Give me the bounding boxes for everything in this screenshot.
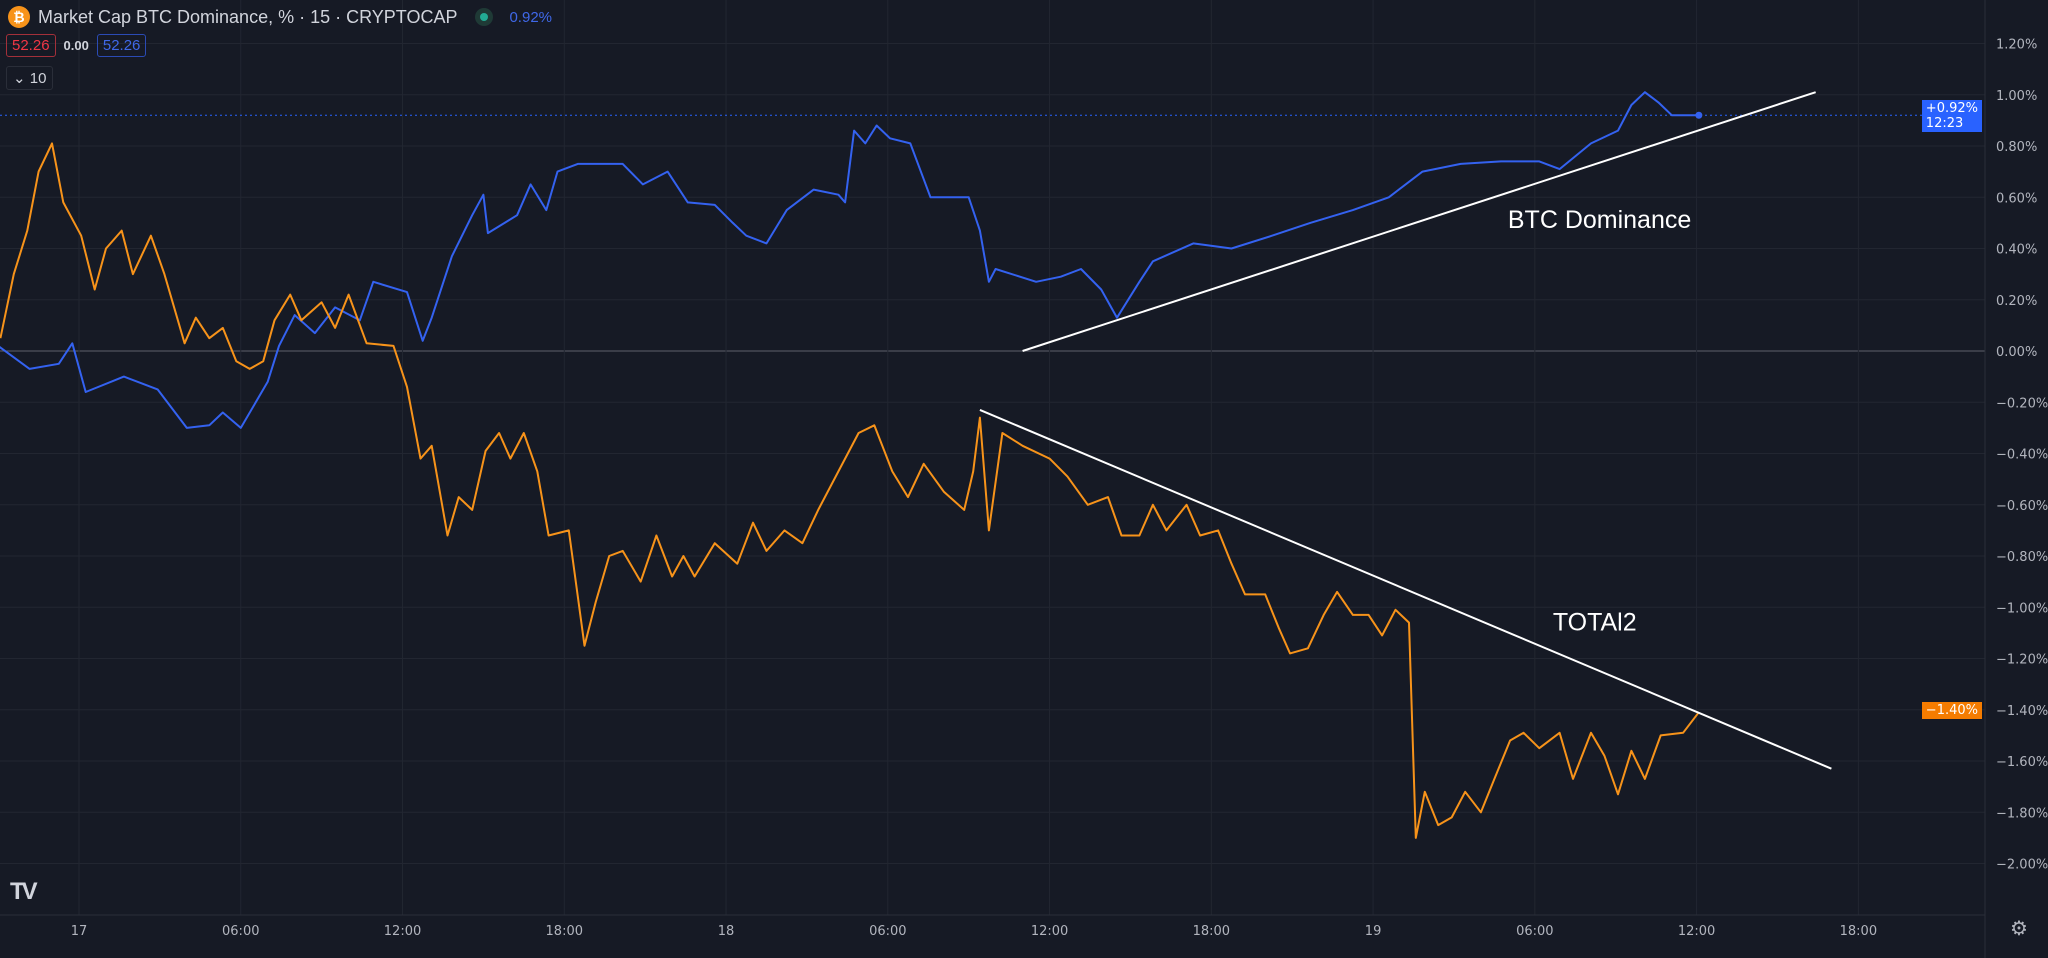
btc-series-line bbox=[0, 91, 1699, 429]
y-tick-label: −2.00% bbox=[1996, 858, 2048, 873]
x-tick-label: 12:00 bbox=[1031, 924, 1068, 939]
y-tick-label: −1.40% bbox=[1996, 704, 2048, 719]
y-tick-label: 0.20% bbox=[1996, 294, 2037, 309]
x-tick-label: 12:00 bbox=[384, 924, 421, 939]
annotation-label: BTC Dominance bbox=[1508, 206, 1691, 234]
trendline-0 bbox=[1022, 91, 1816, 352]
y-tick-label: −0.20% bbox=[1996, 396, 2048, 411]
y-tick-label: 1.00% bbox=[1996, 89, 2037, 104]
trendline-1 bbox=[979, 409, 1832, 770]
market-status-icon bbox=[475, 8, 494, 26]
tradingview-logo[interactable]: TV bbox=[10, 878, 38, 905]
y-tick-label: −1.20% bbox=[1996, 653, 2048, 668]
x-tick-label: 19 bbox=[1365, 924, 1382, 939]
gear-icon[interactable]: ⚙ bbox=[2010, 918, 2028, 940]
btc-last-value: +0.92% bbox=[1925, 101, 1978, 116]
change-value: 0.92% bbox=[509, 8, 553, 26]
total2-series-line bbox=[0, 142, 1700, 839]
y-tick-label: 0.00% bbox=[1996, 345, 2037, 360]
sell-value[interactable]: 52.26 bbox=[6, 34, 56, 57]
x-tick-label: 18:00 bbox=[546, 924, 583, 939]
btc-last-badge: +0.92% 12:23 bbox=[1921, 100, 1982, 132]
buy-value[interactable]: 52.26 bbox=[96, 34, 147, 57]
annotation-label: TOTAl2 bbox=[1553, 608, 1637, 636]
btc-last-point bbox=[1695, 111, 1703, 119]
symbol-title[interactable]: Market Cap BTC Dominance, % · 15 · CRYPT… bbox=[38, 6, 458, 27]
spread-value: 0.00 bbox=[63, 38, 89, 53]
btc-countdown: 12:23 bbox=[1925, 116, 1964, 131]
indicators-toggle[interactable]: ⌄ 10 bbox=[6, 66, 54, 90]
y-tick-label: −1.00% bbox=[1996, 601, 2048, 616]
y-tick-label: 0.60% bbox=[1996, 191, 2037, 206]
total2-last-value: −1.40% bbox=[1925, 703, 1978, 718]
x-tick-label: 17 bbox=[71, 924, 88, 939]
y-tick-label: −0.80% bbox=[1996, 550, 2048, 565]
x-tick-label: 18:00 bbox=[1840, 924, 1877, 939]
chevron-down-icon: ⌄ bbox=[13, 70, 26, 87]
x-tick-label: 06:00 bbox=[222, 924, 259, 939]
x-tick-label: 18 bbox=[718, 924, 735, 939]
legend: ₿ Market Cap BTC Dominance, % · 15 · CRY… bbox=[8, 6, 552, 28]
x-tick-label: 06:00 bbox=[869, 924, 906, 939]
x-tick-label: 18:00 bbox=[1193, 924, 1230, 939]
y-tick-label: −1.80% bbox=[1996, 806, 2048, 821]
y-tick-label: −1.60% bbox=[1996, 755, 2048, 770]
value-row: 52.26 0.00 52.26 bbox=[6, 34, 147, 57]
bitcoin-icon: ₿ bbox=[8, 6, 30, 28]
y-tick-label: −0.40% bbox=[1996, 448, 2048, 463]
total2-last-badge: −1.40% bbox=[1921, 702, 1982, 719]
y-tick-label: 0.80% bbox=[1996, 140, 2037, 155]
y-tick-label: 1.20% bbox=[1996, 38, 2037, 53]
indicators-count: 10 bbox=[29, 70, 47, 87]
y-tick-label: −0.60% bbox=[1996, 499, 2048, 514]
y-tick-label: 0.40% bbox=[1996, 243, 2037, 258]
x-tick-label: 06:00 bbox=[1516, 924, 1553, 939]
x-tick-label: 12:00 bbox=[1678, 924, 1715, 939]
